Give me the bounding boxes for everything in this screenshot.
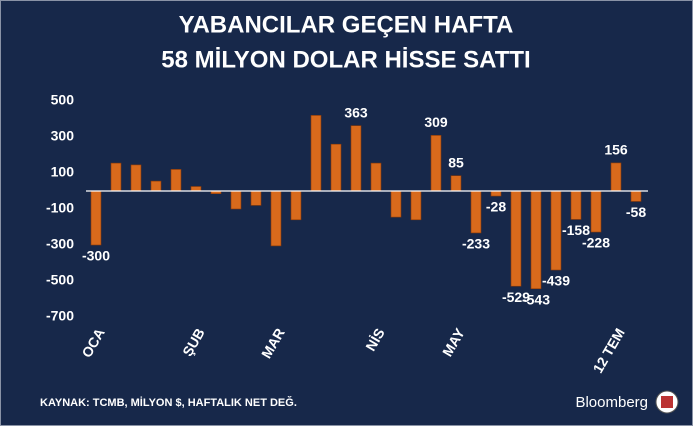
- value-label: -543: [522, 291, 550, 307]
- y-tick-label: -100: [46, 200, 74, 216]
- bar: [530, 190, 542, 290]
- bar: [610, 162, 622, 192]
- bar: [330, 143, 342, 192]
- chart-subtitle: 58 MİLYON DOLAR HİSSE SATTI: [161, 46, 530, 73]
- bar: [410, 190, 422, 221]
- chart-title: YABANCILAR GEÇEN HAFTA: [179, 11, 514, 38]
- bar: [250, 190, 262, 206]
- y-tick-label: -700: [46, 308, 74, 324]
- y-tick-label: 100: [51, 164, 75, 180]
- bar: [450, 175, 462, 192]
- value-label: 363: [344, 104, 368, 120]
- bar: [370, 162, 382, 192]
- logo-mark: [661, 396, 673, 408]
- bar: [350, 125, 362, 192]
- bar: [270, 190, 282, 247]
- bar: [510, 190, 522, 287]
- bar: [190, 186, 202, 192]
- bar: [590, 190, 602, 233]
- y-tick-label: 500: [51, 92, 75, 108]
- value-label: 85: [448, 154, 464, 170]
- bar: [430, 135, 442, 192]
- bar: [630, 190, 642, 202]
- value-label: -158: [562, 222, 590, 238]
- value-label: -529: [502, 289, 530, 305]
- bar: [230, 190, 242, 210]
- bar: [290, 190, 302, 221]
- bar: [310, 115, 322, 192]
- bar: [110, 162, 122, 192]
- bar: [570, 190, 582, 220]
- bar: [390, 190, 402, 218]
- value-label: -439: [542, 273, 570, 289]
- brand: Bloomberg: [575, 394, 648, 411]
- value-label: -58: [626, 204, 646, 220]
- value-label: -300: [82, 248, 110, 264]
- bar: [130, 164, 142, 192]
- bar: [550, 190, 562, 271]
- bar: [170, 169, 182, 192]
- value-label: 156: [604, 142, 628, 158]
- value-label: -233: [462, 236, 490, 252]
- y-tick-label: 300: [51, 128, 75, 144]
- value-label: -228: [582, 235, 610, 251]
- y-tick-label: -500: [46, 272, 74, 288]
- value-label: 309: [424, 114, 448, 130]
- value-label: -28: [486, 199, 506, 215]
- bar: [150, 180, 162, 192]
- bar: [490, 190, 502, 197]
- bar: [470, 190, 482, 234]
- bar: [90, 190, 102, 246]
- source: KAYNAK: TCMB, MİLYON $, HAFTALIK NET DEĞ…: [40, 396, 297, 409]
- y-tick-label: -300: [46, 236, 74, 252]
